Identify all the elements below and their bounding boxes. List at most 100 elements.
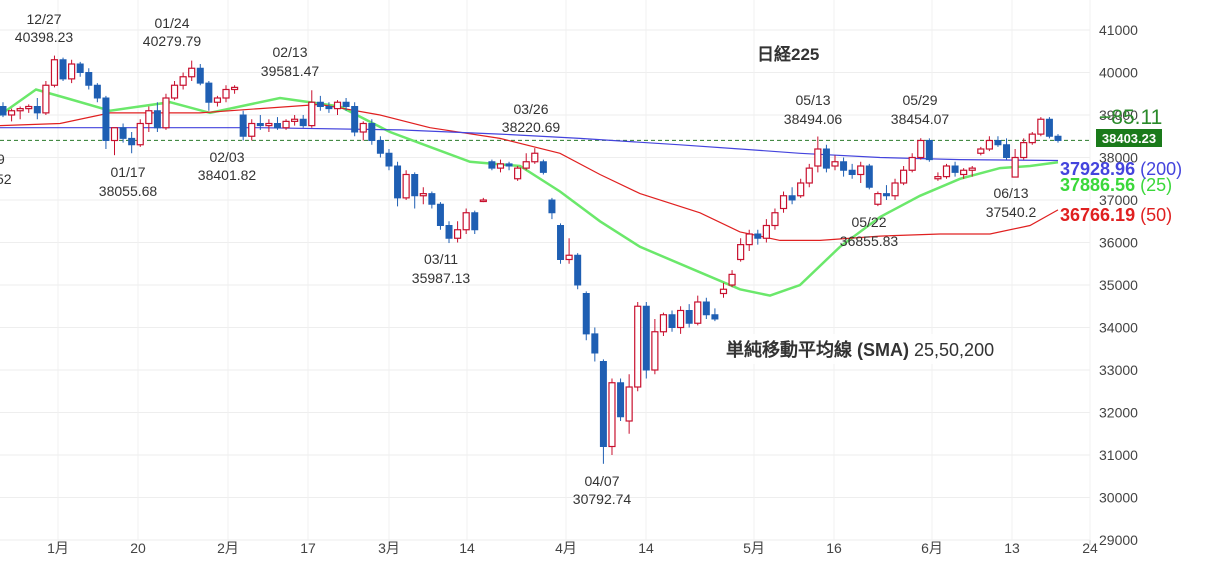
candle-body	[659, 314, 668, 333]
candle-down	[436, 202, 444, 230]
candle-up	[479, 197, 487, 203]
candle-body	[196, 67, 204, 84]
candle-body	[248, 122, 256, 137]
sma-value-number: 36766.19	[1060, 205, 1135, 225]
candle-up	[874, 191, 882, 207]
candle-down	[599, 359, 607, 464]
candle-body	[531, 152, 539, 163]
candle-body	[411, 174, 419, 197]
candle-body	[419, 193, 427, 197]
y-tick-label: 30000	[1099, 490, 1138, 506]
sma-legend-label: 単純移動平均線 (SMA)	[726, 340, 909, 360]
candle-down	[702, 297, 710, 319]
candle-up	[719, 282, 728, 298]
candle-body	[522, 161, 530, 169]
candle-body	[745, 233, 753, 246]
candle-body	[394, 165, 402, 199]
candle-body	[85, 72, 93, 86]
candle-up	[625, 374, 633, 434]
candle-up	[608, 378, 616, 455]
candle-body	[376, 140, 384, 154]
x-tick-label: 17	[300, 540, 316, 556]
y-tick-label: 33000	[1099, 362, 1138, 378]
candle-body	[951, 165, 959, 173]
candle-body	[128, 137, 136, 146]
candle-up	[745, 229, 753, 251]
candle-body	[462, 212, 470, 231]
x-axis: 1月 20 2月 17 3月 14 4月 14 5月 16 6月 13 24	[47, 540, 1098, 556]
candle-down	[256, 115, 264, 130]
annotation-date: 05/13	[795, 92, 830, 108]
sma-value-period: (50)	[1135, 205, 1172, 225]
chart-title: 日経225	[757, 44, 819, 64]
y-tick-label: 31000	[1099, 447, 1138, 463]
candle-body	[428, 193, 436, 205]
annotations: 12/27 40398.23 01/24 40279.79 02/13 39581.47 0…	[0, 11, 1037, 507]
candle-body	[694, 301, 702, 324]
candle-up	[857, 161, 865, 183]
candle-body	[1037, 118, 1045, 135]
candle-body	[222, 88, 230, 99]
candle-up	[891, 178, 899, 200]
candle-down	[368, 119, 376, 145]
sma-value-50: 36766.19 (50)	[1060, 205, 1172, 225]
candle-body	[771, 212, 779, 227]
candle-down	[76, 61, 84, 77]
candle-down	[385, 149, 393, 171]
candle-up	[7, 108, 16, 122]
candle-down	[582, 291, 590, 341]
annotation-value: 35987.13	[412, 270, 471, 286]
candle-body	[265, 122, 273, 127]
candle-up	[179, 72, 187, 90]
candle-body	[325, 106, 333, 110]
sma-value-number: 37886.56	[1060, 175, 1135, 195]
candle-body	[857, 165, 865, 176]
candle-body	[385, 152, 393, 167]
sma-line-50	[0, 103, 1059, 241]
candle-body	[625, 386, 633, 422]
candle-body	[333, 101, 342, 110]
candle-body	[668, 314, 676, 328]
candle-body	[608, 382, 616, 448]
candle-body	[934, 176, 942, 180]
candle-up	[1011, 149, 1019, 178]
candle-down	[994, 136, 1002, 147]
candle-down	[488, 159, 496, 171]
candle-body	[50, 59, 59, 86]
candle-body	[162, 97, 170, 129]
candle-up	[651, 319, 659, 375]
candle-body	[960, 169, 968, 176]
candle-down	[617, 378, 625, 421]
candle-body	[316, 101, 324, 107]
y-tick-label: 40000	[1099, 65, 1138, 81]
candle-body	[565, 254, 573, 261]
sma-value-25: 37886.56 (25)	[1060, 175, 1172, 195]
annotation-value: 38454.07	[891, 111, 950, 127]
candle-down	[411, 172, 419, 209]
candle-up	[162, 93, 170, 130]
candle-up	[917, 138, 925, 160]
candle-up	[188, 60, 196, 81]
candle-up	[737, 238, 745, 262]
annotation-date: 02/13	[272, 44, 307, 60]
y-tick-label: 35000	[1099, 277, 1138, 293]
candle-body	[874, 193, 882, 205]
candle-body	[16, 108, 24, 112]
candle-up	[565, 238, 573, 264]
candle-body	[239, 114, 247, 137]
candle-up	[42, 81, 50, 115]
candle-body	[230, 86, 239, 91]
sma-value-period: (25)	[1135, 175, 1172, 195]
last-price-box	[1096, 129, 1162, 147]
candle-body	[754, 233, 762, 239]
candle-body	[1020, 142, 1028, 159]
candle-body	[591, 333, 599, 354]
candle-down	[505, 161, 513, 171]
candle-down	[85, 68, 93, 90]
candle-body	[634, 305, 642, 388]
candle-body	[814, 148, 822, 167]
annotation-date: 02/03	[209, 149, 244, 165]
candle-body	[822, 148, 830, 169]
candle-body	[1011, 156, 1019, 178]
